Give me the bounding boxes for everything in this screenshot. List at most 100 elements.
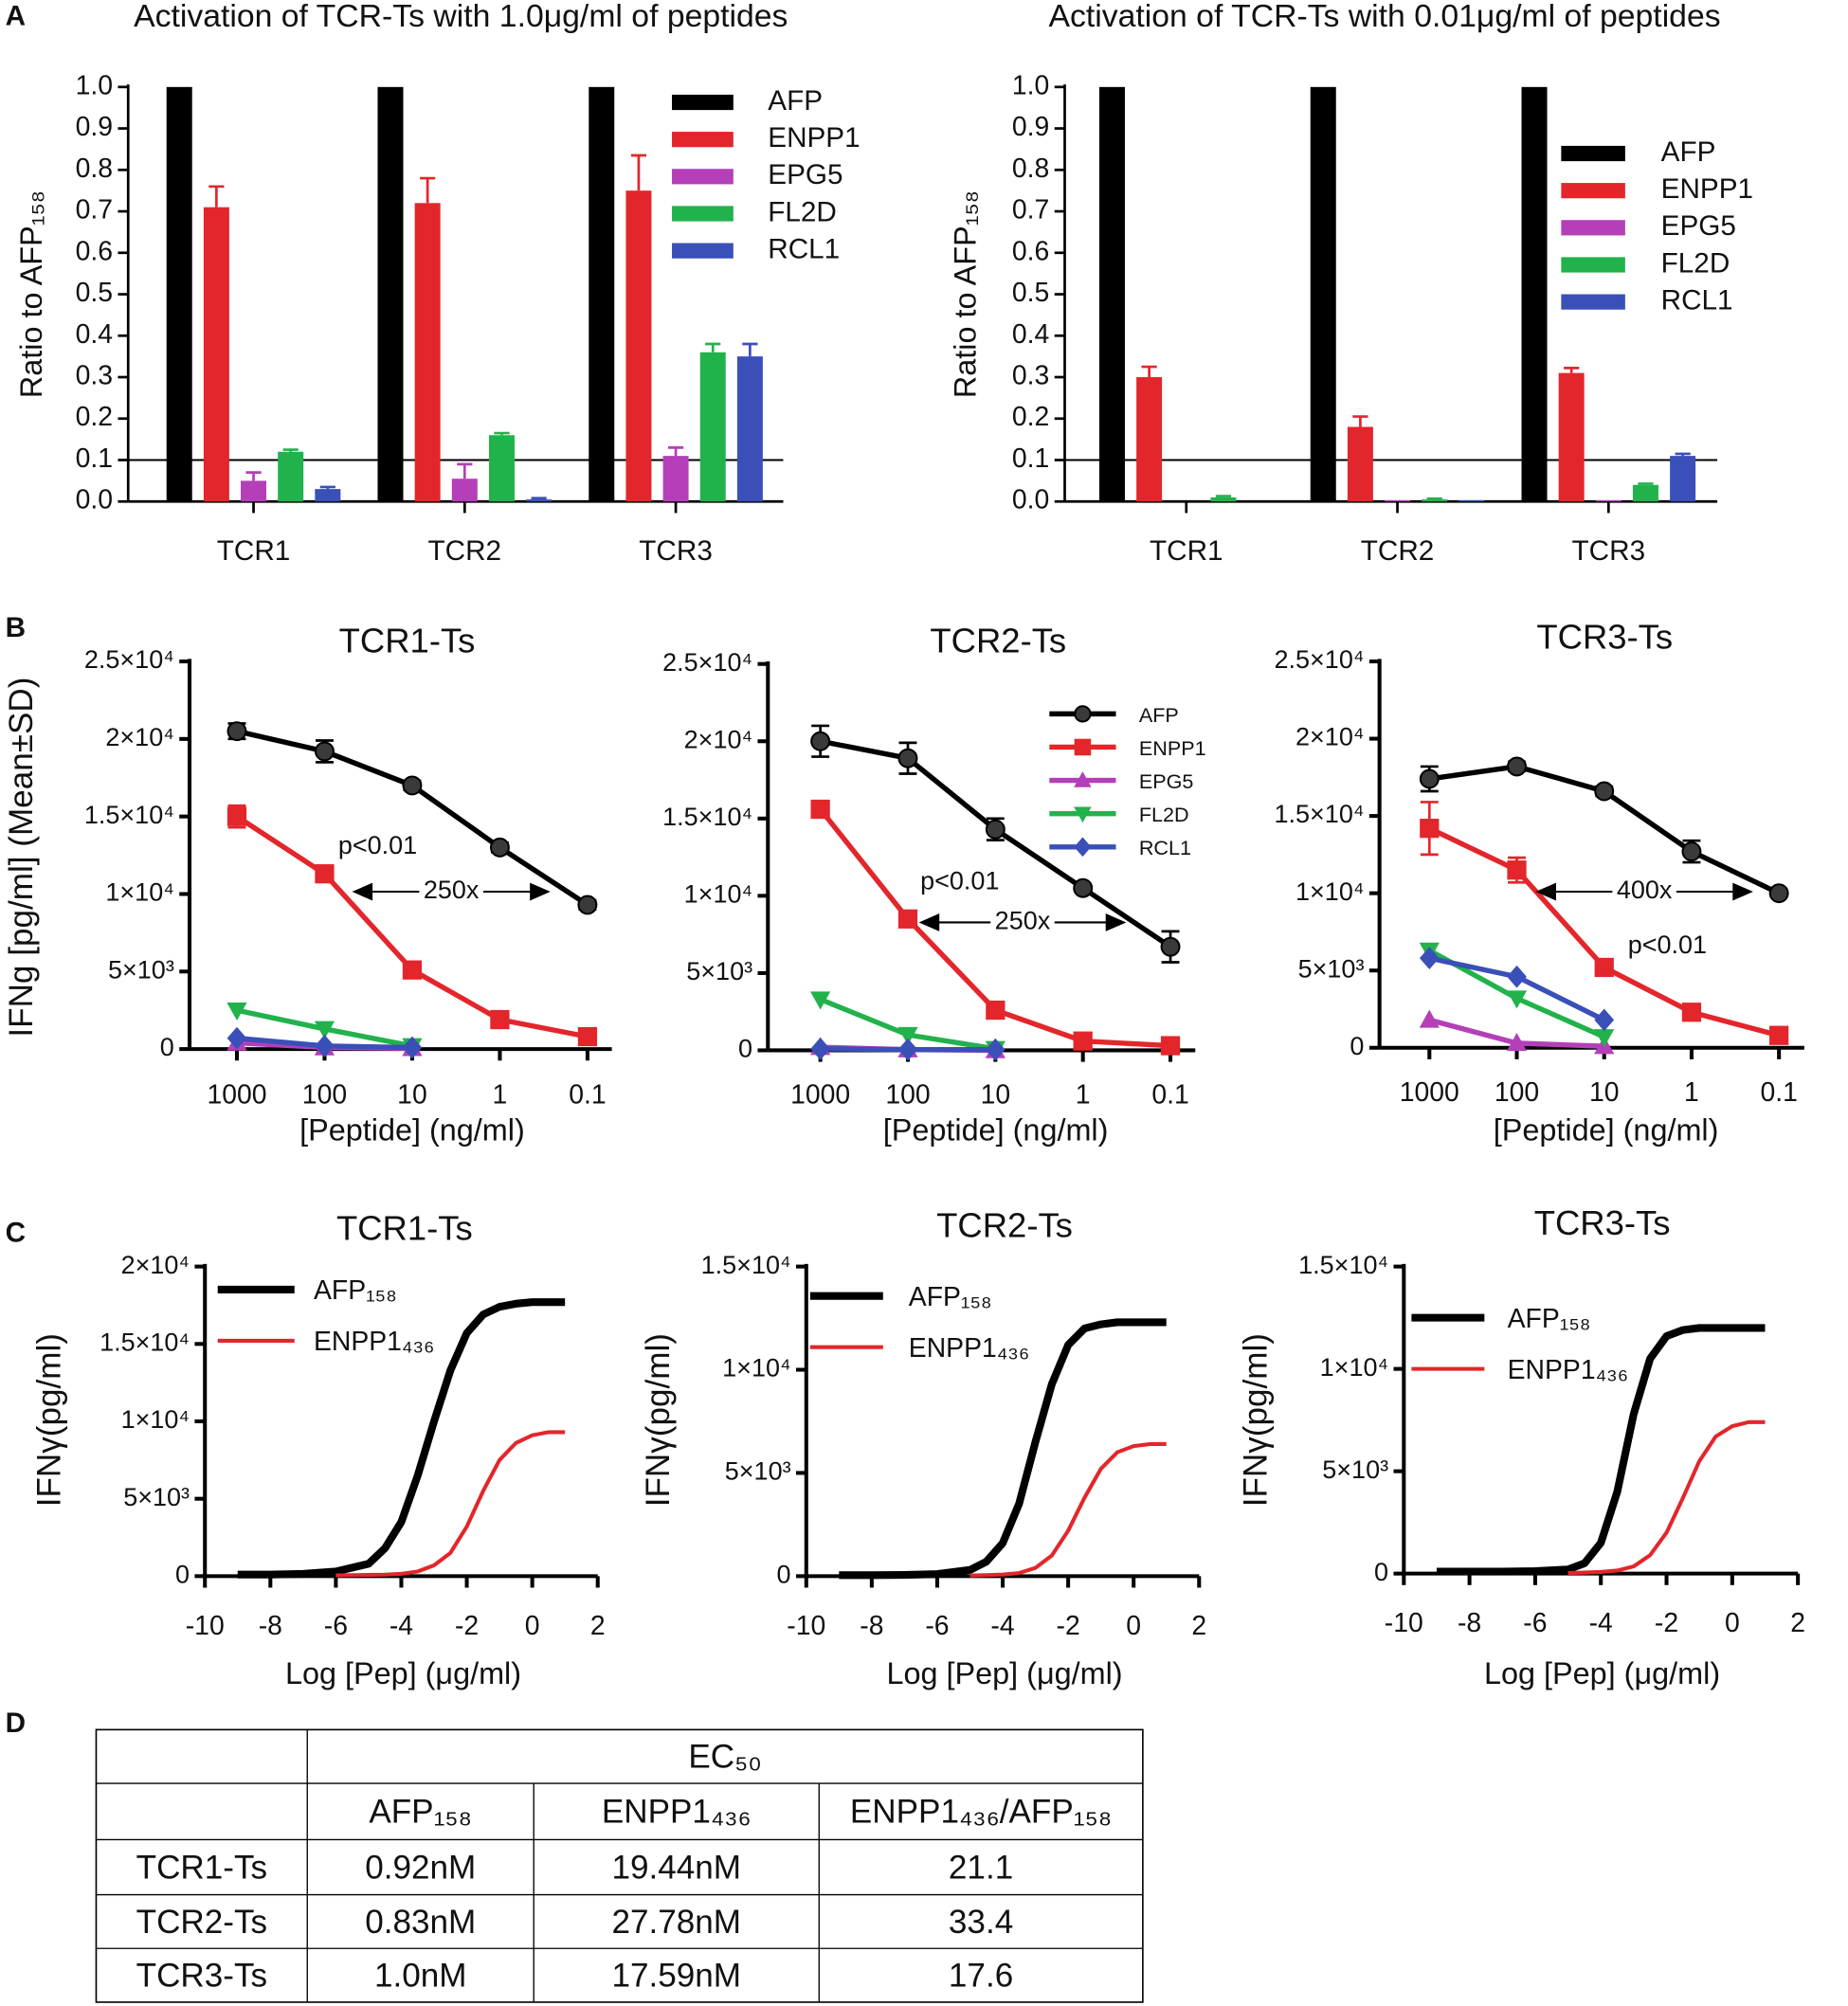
marker [1073,877,1094,898]
annotation: p<0.01 [920,867,999,895]
bar [166,86,192,502]
marker [1074,837,1092,858]
x-axis-label: [Peptide] (ng/ml) [299,1112,525,1147]
marker [226,1026,247,1050]
y-tick-label: 1.0 [76,70,113,100]
marker [226,1002,247,1021]
chart-title: TCR1-Ts [336,1208,473,1247]
series-line [335,1430,566,1578]
table-cell: 27.78nM [611,1904,741,1941]
y-tick-label: 0.9 [1012,112,1049,142]
table-cell: 17.6 [949,1958,1013,1995]
bar [278,451,304,502]
series-line [969,1441,1167,1578]
table-cell: 33.4 [949,1904,1013,1941]
legend-label: ENPP1₄₃₆ [909,1333,1030,1364]
y-tick-label: 2×10⁴ [105,723,173,751]
x-axis-label: Log [Pep] (μg/ml) [285,1656,521,1690]
y-tick-label: 0.3 [1012,361,1049,391]
bar [1385,499,1411,502]
series-line [1428,825,1780,1039]
y-tick-label: 0.1 [1012,443,1049,474]
y-tick-label: 5×10³ [725,1457,791,1486]
bar [1347,426,1373,502]
y-tick-label: 0 [175,1560,190,1588]
legend-label: ENPP1₄₃₆ [314,1327,434,1357]
x-tick-label: -8 [860,1611,883,1641]
y-tick-label: 1×10⁴ [121,1405,190,1434]
chart-title: TCR2-Ts [936,1206,1073,1245]
y-tick-label: 0.8 [76,154,113,184]
table-cell: 0.92nM [365,1849,476,1886]
y-tick-label: 5×10³ [1298,954,1365,983]
chart-title: TCR3-Ts [1534,1203,1671,1242]
y-tick-label: 0.5 [1012,278,1049,308]
marker [315,864,335,884]
legend-label: FL2D [1661,247,1730,279]
bar [1210,497,1237,502]
chart-title: TCR1-Ts [339,622,476,660]
marker [1768,883,1789,904]
column-header: ENPP1₄₃₆ [602,1794,752,1831]
marker [810,1037,830,1060]
table-cell: TCR2-Ts [136,1904,267,1941]
legend-label: EPG5 [1661,210,1736,242]
table-cell: 17.59nM [611,1958,741,1995]
table-cell: TCR1-Ts [136,1849,267,1886]
y-tick-label: 1.5×10⁴ [1298,1251,1388,1279]
marker [577,895,598,915]
x-axis-label: [Peptide] (ng/ml) [883,1112,1109,1147]
x-tick-label: 100 [302,1080,347,1111]
marker [1160,936,1181,957]
table-cell: 21.1 [949,1849,1013,1886]
marker [315,741,335,762]
chart-title: Activation of TCR-Ts with 1.0μg/ml of pe… [134,0,788,34]
table-cell: 0.83nM [365,1904,476,1941]
x-tick-label: 0.1 [569,1080,606,1111]
y-tick-label: 2.5×10⁴ [84,645,174,674]
series-line [839,1318,1167,1580]
series-line [236,729,589,908]
x-tick-label: -2 [1057,1611,1080,1641]
x-tick-label: 1 [1076,1080,1091,1111]
y-tick-label: 0.1 [76,443,113,474]
bar [1670,456,1696,502]
x-tick-label: -10 [787,1611,825,1641]
marker [1507,756,1527,777]
legend-swatch [1561,145,1625,162]
marker [402,960,423,980]
arrow-head [1105,913,1127,931]
series-line [1567,1419,1766,1576]
legend-label: AFP₁₅₈ [909,1282,992,1312]
bar [203,207,229,502]
y-tick-label: 0 [738,1035,752,1063]
x-axis-label: Log [Pep] (μg/ml) [1484,1656,1720,1690]
marker [1074,771,1092,787]
legend-label: AFP₁₅₈ [314,1275,397,1306]
table-cell: 1.0nM [374,1958,467,1995]
x-tick-label: TCR3 [639,535,713,567]
y-tick-label: 0.7 [76,195,113,226]
y-tick-label: 2×10⁴ [1295,723,1364,751]
y-tick-label: 2.5×10⁴ [1275,645,1365,674]
y-axis-label: IFNg [pg/ml] (Mean±SD) [3,678,40,1038]
x-tick-label: TCR3 [1572,535,1646,567]
marker [1074,806,1092,823]
table-border [95,1728,1144,2003]
x-axis-label: [Peptide] (ng/ml) [1494,1112,1719,1147]
x-tick-label: 0.1 [1760,1077,1797,1108]
bar [526,499,553,502]
x-tick-label: -6 [1523,1608,1547,1638]
marker [1074,738,1092,756]
annotation: p<0.01 [1628,931,1707,959]
y-tick-label: 0.0 [1012,485,1049,515]
marker [810,991,831,1010]
arrow-head [1732,882,1753,901]
y-tick-label: 1×10⁴ [105,878,173,907]
arrow-head [352,882,373,901]
y-tick-label: 0.8 [1012,154,1049,184]
x-tick-label: 0 [1725,1608,1740,1638]
y-tick-label: 1.5×10⁴ [84,801,174,829]
y-tick-label: 2.5×10⁴ [662,648,752,677]
